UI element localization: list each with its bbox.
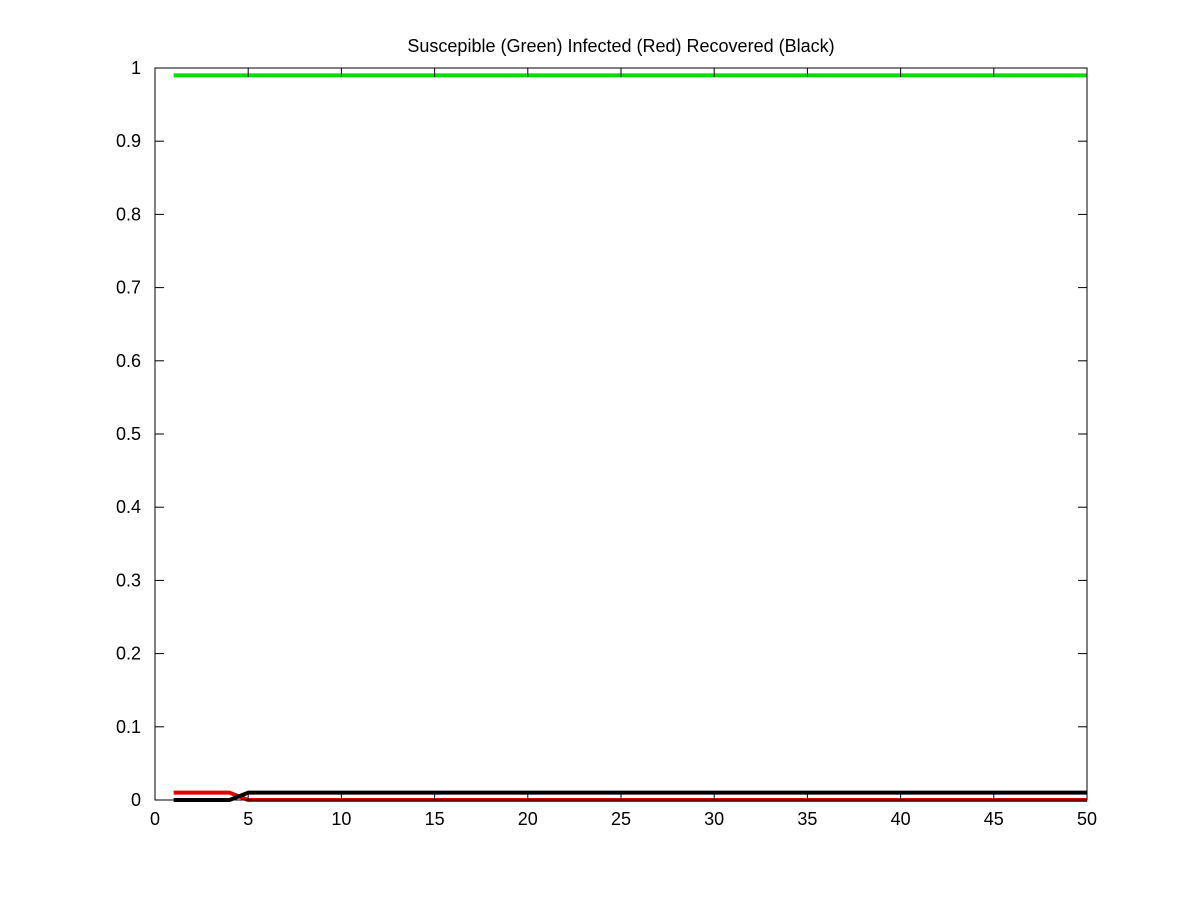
y-tick-label-5: 0.5 [116, 424, 141, 444]
y-tick-label-8: 0.8 [116, 204, 141, 224]
y-tick-label-1: 0.1 [116, 717, 141, 737]
y-tick-label-9: 0.9 [116, 131, 141, 151]
x-tick-label-10: 50 [1077, 809, 1097, 829]
plot-area [155, 68, 1087, 800]
x-tick-label-9: 45 [984, 809, 1004, 829]
y-tick-label-2: 0.2 [116, 644, 141, 664]
x-tick-label-5: 25 [611, 809, 631, 829]
x-tick-labels: 0 5 10 15 20 25 30 35 40 45 50 [150, 809, 1097, 829]
y-tick-labels: 0 0.1 0.2 0.3 0.4 0.5 0.6 0.7 0.8 0.9 1 [116, 58, 141, 810]
x-tick-label-7: 35 [797, 809, 817, 829]
x-tick-label-8: 40 [891, 809, 911, 829]
y-tick-label-4: 0.4 [116, 497, 141, 517]
plot-frame [154, 67, 1088, 801]
y-tick-label-6: 0.6 [116, 351, 141, 371]
y-tick-label-3: 0.3 [116, 570, 141, 590]
y-tick-label-0: 0 [131, 790, 141, 810]
x-tick-label-0: 0 [150, 809, 160, 829]
x-tick-label-3: 15 [425, 809, 445, 829]
x-tick-label-2: 10 [331, 809, 351, 829]
x-tick-label-6: 30 [704, 809, 724, 829]
x-tick-label-1: 5 [243, 809, 253, 829]
chart-title: Suscepible (Green) Infected (Red) Recove… [407, 36, 834, 56]
x-tick-label-4: 20 [518, 809, 538, 829]
y-tick-label-7: 0.7 [116, 278, 141, 298]
y-tick-label-10: 1 [131, 58, 141, 78]
